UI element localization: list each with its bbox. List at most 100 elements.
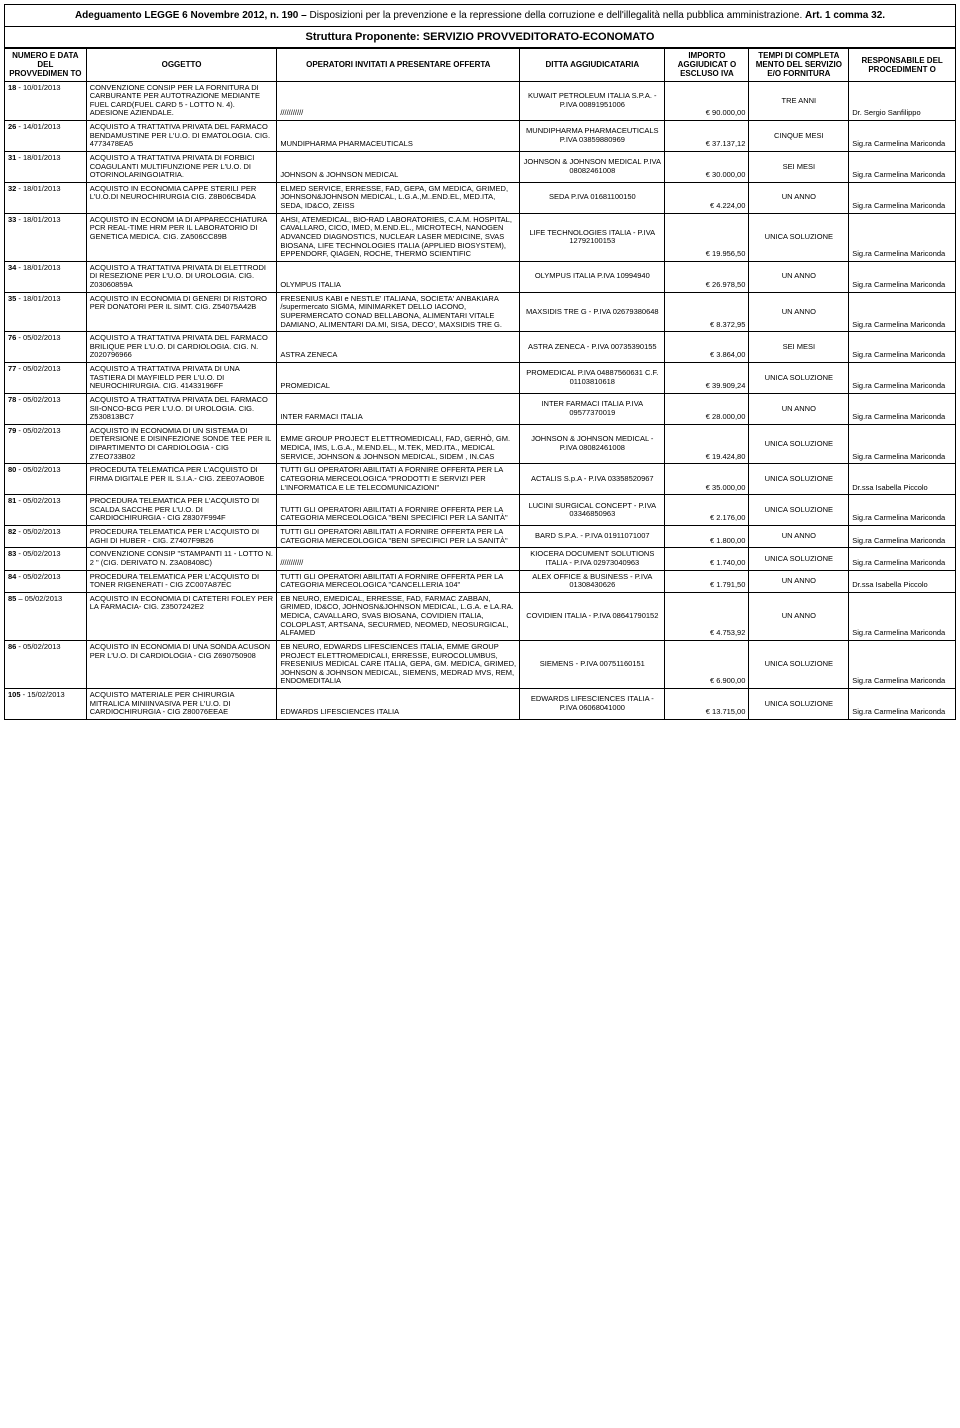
table-row: 76 - 05/02/2013ACQUISTO A TRATTATIVA PRI…	[5, 332, 956, 363]
cell-numero: 86 - 05/02/2013	[5, 640, 87, 688]
cell-ditta: JOHNSON & JOHNSON MEDICAL - P.IVA 080824…	[520, 424, 665, 464]
col-tempi: TEMPI DI COMPLETA MENTO DEL SERVIZIO E/O…	[749, 49, 849, 82]
cell-numero: 34 - 18/01/2013	[5, 261, 87, 292]
cell-numero: 82 - 05/02/2013	[5, 526, 87, 548]
cell-numero: 85 – 05/02/2013	[5, 592, 87, 640]
cell-oggetto: PROCEDURA TELEMATICA PER L'ACQUISTO DI T…	[86, 570, 277, 592]
cell-importo: € 26.978,50	[665, 261, 749, 292]
table-row: 105 - 15/02/2013ACQUISTO MATERIALE PER C…	[5, 689, 956, 720]
cell-operatori: ELMED SERVICE, ERRESSE, FAD, GEPA, GM ME…	[277, 182, 520, 213]
table-row: 85 – 05/02/2013ACQUISTO IN ECONOMIA DI C…	[5, 592, 956, 640]
col-responsabile: RESPONSABILE DEL PROCEDIMENT O	[849, 49, 956, 82]
table-row: 79 - 05/02/2013ACQUISTO IN ECONOMIA DI U…	[5, 424, 956, 464]
cell-responsabile: Sig.ra Carmelina Mariconda	[849, 548, 956, 570]
cell-ditta: MUNDIPHARMA PHARMACEUTICALS P.IVA 038598…	[520, 121, 665, 152]
cell-tempi: UN ANNO	[749, 393, 849, 424]
cell-oggetto: ACQUISTO IN ECONOMIA CAPPE STERILI PER L…	[86, 182, 277, 213]
cell-responsabile: Dr. Sergio Sanfilippo	[849, 81, 956, 121]
cell-responsabile: Dr.ssa Isabella Piccolo	[849, 570, 956, 592]
cell-oggetto: ACQUISTO IN ECONOMIA DI UNA SONDA ACUSON…	[86, 640, 277, 688]
cell-responsabile: Sig.ra Carmelina Mariconda	[849, 182, 956, 213]
table-row: 18 - 10/01/2013CONVENZIONE CONSIP PER LA…	[5, 81, 956, 121]
cell-ditta: LUCINI SURGICAL CONCEPT - P.IVA 03346850…	[520, 495, 665, 526]
cell-tempi: UN ANNO	[749, 526, 849, 548]
cell-responsabile: Sig.ra Carmelina Mariconda	[849, 261, 956, 292]
cell-numero: 26 - 14/01/2013	[5, 121, 87, 152]
cell-numero: 83 - 05/02/2013	[5, 548, 87, 570]
cell-oggetto: ACQUISTO IN ECONOMIA DI UN SISTEMA DI DE…	[86, 424, 277, 464]
cell-ditta: OLYMPUS ITALIA P.IVA 10994940	[520, 261, 665, 292]
cell-importo: € 6.900,00	[665, 640, 749, 688]
cell-tempi: UNICA SOLUZIONE	[749, 689, 849, 720]
cell-operatori: JOHNSON & JOHNSON MEDICAL	[277, 151, 520, 182]
cell-oggetto: PROCEDUTA TELEMATICA PER L'ACQUISTO DI F…	[86, 464, 277, 495]
col-oggetto: OGGETTO	[86, 49, 277, 82]
cell-responsabile: Sig.ra Carmelina Mariconda	[849, 213, 956, 261]
col-ditta: DITTA AGGIUDICATARIA	[520, 49, 665, 82]
cell-oggetto: ACQUISTO A TRATTATIVA PRIVATA DEL FARMAC…	[86, 393, 277, 424]
cell-tempi: UN ANNO	[749, 292, 849, 332]
table-row: 86 - 05/02/2013ACQUISTO IN ECONOMIA DI U…	[5, 640, 956, 688]
cell-numero: 31 - 18/01/2013	[5, 151, 87, 182]
cell-importo: € 30.000,00	[665, 151, 749, 182]
cell-numero: 32 - 18/01/2013	[5, 182, 87, 213]
cell-tempi: UNICA SOLUZIONE	[749, 548, 849, 570]
cell-operatori: FRESENIUS KABI e NESTLE' ITALIANA, SOCIE…	[277, 292, 520, 332]
cell-operatori: EB NEURO, EDWARDS LIFESCIENCES ITALIA, E…	[277, 640, 520, 688]
cell-responsabile: Sig.ra Carmelina Mariconda	[849, 689, 956, 720]
law-text: Disposizioni per la prevenzione e la rep…	[309, 10, 805, 21]
cell-numero: 105 - 15/02/2013	[5, 689, 87, 720]
cell-oggetto: ACQUISTO IN ECONOMIA DI GENERI DI RISTOR…	[86, 292, 277, 332]
cell-ditta: ASTRA ZENECA - P.IVA 00735390155	[520, 332, 665, 363]
table-row: 80 - 05/02/2013PROCEDUTA TELEMATICA PER …	[5, 464, 956, 495]
table-row: 35 - 18/01/2013ACQUISTO IN ECONOMIA DI G…	[5, 292, 956, 332]
cell-importo: € 3.864,00	[665, 332, 749, 363]
cell-ditta: EDWARDS LIFESCIENCES ITALIA - P.IVA 0606…	[520, 689, 665, 720]
cell-oggetto: ACQUISTO IN ECONOM IA DI APPARECCHIATURA…	[86, 213, 277, 261]
cell-oggetto: PROCEDURA TELEMATICA PER L'ACQUISTO DI S…	[86, 495, 277, 526]
law-prefix: Adeguamento LEGGE 6 Novembre 2012, n. 19…	[75, 10, 310, 21]
cell-importo: € 90.000,00	[665, 81, 749, 121]
cell-importo: € 37.137,12	[665, 121, 749, 152]
cell-responsabile: Sig.ra Carmelina Mariconda	[849, 121, 956, 152]
cell-tempi: UNICA SOLUZIONE	[749, 213, 849, 261]
cell-importo: € 4.224,00	[665, 182, 749, 213]
table-row: 31 - 18/01/2013ACQUISTO A TRATTATIVA PRI…	[5, 151, 956, 182]
cell-responsabile: Sig.ra Carmelina Mariconda	[849, 526, 956, 548]
cell-importo: € 13.715,00	[665, 689, 749, 720]
cell-tempi: SEI MESI	[749, 332, 849, 363]
cell-importo: € 8.372,95	[665, 292, 749, 332]
cell-ditta: COVIDIEN ITALIA - P.IVA 08641790152	[520, 592, 665, 640]
table-row: 83 - 05/02/2013CONVENZIONE CONSIP "STAMP…	[5, 548, 956, 570]
cell-tempi: UNICA SOLUZIONE	[749, 640, 849, 688]
cell-numero: 78 - 05/02/2013	[5, 393, 87, 424]
cell-importo: € 28.000,00	[665, 393, 749, 424]
cell-operatori: TUTTI GLI OPERATORI ABILITATI A FORNIRE …	[277, 495, 520, 526]
cell-operatori: TUTTI GLI OPERATORI ABILITATI A FORNIRE …	[277, 570, 520, 592]
cell-importo: € 1.740,00	[665, 548, 749, 570]
cell-numero: 84 - 05/02/2013	[5, 570, 87, 592]
col-importo: IMPORTO AGGIUDICAT O ESCLUSO IVA	[665, 49, 749, 82]
cell-numero: 35 - 18/01/2013	[5, 292, 87, 332]
cell-numero: 77 - 05/02/2013	[5, 363, 87, 394]
cell-tempi: UNICA SOLUZIONE	[749, 495, 849, 526]
cell-tempi: UNICA SOLUZIONE	[749, 424, 849, 464]
cell-oggetto: PROCEDURA TELEMATICA PER L'ACQUISTO DI A…	[86, 526, 277, 548]
cell-responsabile: Sig.ra Carmelina Mariconda	[849, 592, 956, 640]
table-row: 84 - 05/02/2013PROCEDURA TELEMATICA PER …	[5, 570, 956, 592]
cell-oggetto: ACQUISTO IN ECONOMIA DI CATETERI FOLEY P…	[86, 592, 277, 640]
cell-ditta: ALEX OFFICE & BUSINESS - P.IVA 013084306…	[520, 570, 665, 592]
cell-operatori: TUTTI GLI OPERATORI ABILITATI A FORNIRE …	[277, 464, 520, 495]
cell-responsabile: Sig.ra Carmelina Mariconda	[849, 363, 956, 394]
cell-operatori: ///////////	[277, 81, 520, 121]
cell-numero: 81 - 05/02/2013	[5, 495, 87, 526]
cell-numero: 33 - 18/01/2013	[5, 213, 87, 261]
cell-ditta: PROMEDICAL P.IVA 04887560631 C.F. 011038…	[520, 363, 665, 394]
cell-tempi: TRE ANNI	[749, 81, 849, 121]
cell-ditta: ACTALIS S.p.A - P.IVA 03358520967	[520, 464, 665, 495]
page-subtitle: Struttura Proponente: SERVIZIO PROVVEDIT…	[4, 27, 956, 48]
cell-importo: € 19.424,80	[665, 424, 749, 464]
cell-ditta: MAXSIDIS TRE G - P.IVA 02679380648	[520, 292, 665, 332]
cell-tempi: UNICA SOLUZIONE	[749, 464, 849, 495]
cell-importo: € 1.800,00	[665, 526, 749, 548]
